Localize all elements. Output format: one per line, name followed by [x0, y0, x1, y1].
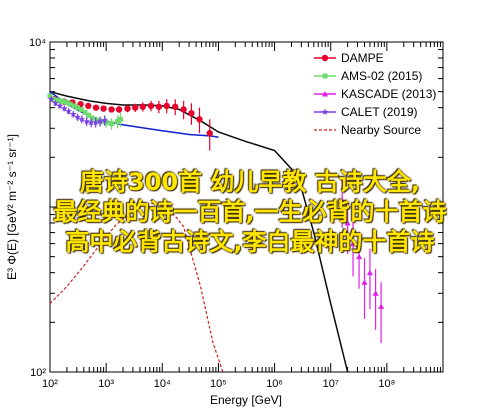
series-calet-2019 [47, 95, 108, 128]
kascade-2013-point [366, 269, 373, 276]
kascade-2013-point [356, 253, 363, 260]
calet-2019-point [69, 110, 77, 118]
legend-label: Nearby Source [341, 123, 421, 137]
overlay-caption-line-2: 最经典的诗一百首,一生必背的十首诗 [53, 198, 447, 226]
legend-item-ams-02-2015: AMS-02 (2015) [314, 69, 422, 83]
kascade-2013-point [350, 240, 357, 247]
x-tick-label: 10³ [98, 378, 114, 390]
dampe-point [188, 110, 195, 117]
dampe-point [196, 116, 203, 123]
ams-02-2015-point [61, 99, 67, 105]
ams-02-2015-point [94, 117, 100, 123]
x-tick-label: 10⁷ [323, 378, 339, 390]
ams-02-2015-point [115, 118, 121, 124]
series-kascade-2013 [339, 180, 385, 343]
calet-2019-point [83, 117, 90, 125]
calet-2019-point [92, 119, 99, 126]
series-layer [47, 90, 385, 373]
kascade-2013-point [372, 290, 379, 296]
calet-2019-point [56, 102, 64, 109]
kascade-2013-point [378, 303, 385, 309]
ams-02-2015-point [75, 105, 81, 111]
series-line-nearby-source [49, 202, 224, 373]
dampe-point [100, 105, 107, 112]
kascade-2013-point [344, 219, 351, 226]
ams-02-2015-point [109, 121, 115, 127]
dampe-point [92, 104, 100, 111]
series-nearby-source [49, 202, 224, 373]
calet-2019-point [74, 113, 81, 121]
legend-item-calet-2019: CALET (2019) [314, 105, 417, 119]
ams-02-2015-point [322, 73, 328, 79]
overlay-caption-line-3: 高中必背古诗文,李白最神的十首诗 [65, 228, 435, 256]
calet-2019-point [78, 115, 86, 123]
dampe-point [147, 102, 155, 110]
dampe-point [115, 106, 123, 113]
ams-02-2015-point [117, 116, 123, 122]
y-tick-label: 10⁴ [29, 37, 46, 49]
kascade-2013-point [339, 197, 346, 203]
ams-02-2015-point [78, 106, 84, 112]
ams-02-2015-point [47, 93, 53, 99]
x-axis-label: Energy [GeV] [210, 393, 282, 407]
ams-02-2015-point [71, 103, 77, 109]
legend-label: AMS-02 (2015) [341, 69, 422, 83]
calet-2019-point [52, 99, 59, 107]
calet-2019-point [87, 119, 95, 126]
ams-02-2015-point [89, 115, 95, 121]
kascade-2013-point [361, 279, 368, 285]
ams-02-2015-point [57, 98, 63, 104]
x-tick-label: 10⁸ [378, 378, 395, 390]
y-axis-label: E³ Φ(E) [GeV² m⁻² s⁻¹ sr⁻¹] [5, 134, 19, 280]
x-tick-label: 10² [42, 378, 58, 390]
calet-2019-point [65, 107, 72, 115]
calet-2019-point [61, 105, 68, 112]
legend: DAMPE AMS-02 (2015) KASCADE (2013) CALET (2… [314, 51, 436, 137]
dampe-point [163, 102, 170, 110]
ams-02-2015-point [50, 96, 56, 102]
series-line-curve-5 [49, 91, 219, 138]
kascade-2013-point [322, 91, 328, 97]
ams-02-2015-point [64, 99, 70, 105]
dampe-point [132, 104, 139, 111]
calet-2019-point [101, 116, 108, 124]
dampe-point [85, 102, 92, 110]
ams-02-2015-point [53, 97, 59, 103]
calet-2019-point [96, 117, 104, 125]
dampe-point [172, 103, 179, 110]
x-tick-label: 10⁴ [154, 378, 171, 390]
calet-2019-point [47, 95, 55, 103]
x-tick-label: 10⁵ [210, 378, 227, 390]
calet-2019-point [321, 108, 329, 115]
ams-02-2015-point [86, 112, 92, 118]
dampe-point [108, 106, 115, 113]
legend-item-kascade-2013: KASCADE (2013) [314, 87, 436, 101]
dampe-point [321, 54, 329, 62]
ams-02-2015-point [82, 109, 88, 115]
axis-ticks: 10² 10³ 10⁴ 10⁵ 10⁶ 10⁷ 10⁸ 10² 10⁴ [29, 37, 443, 390]
ams-02-2015-point [67, 101, 73, 107]
legend-label: CALET (2019) [341, 105, 417, 119]
dampe-point [155, 103, 163, 110]
legend-item-nearby-source: Nearby Source [314, 123, 421, 137]
x-tick-label: 10⁶ [266, 378, 283, 390]
overlay-caption-line-1: 唐诗300首 幼儿早教 古诗大全, [80, 168, 420, 196]
dampe-point [206, 130, 213, 137]
legend-item-dampe: DAMPE [314, 51, 384, 65]
dampe-point [139, 103, 147, 110]
dampe-point [124, 105, 131, 112]
series-curve-5 [49, 91, 219, 138]
dampe-point [180, 106, 187, 113]
legend-label: KASCADE (2013) [341, 87, 436, 101]
legend-label: DAMPE [341, 51, 384, 65]
y-tick-label: 10² [30, 367, 46, 379]
